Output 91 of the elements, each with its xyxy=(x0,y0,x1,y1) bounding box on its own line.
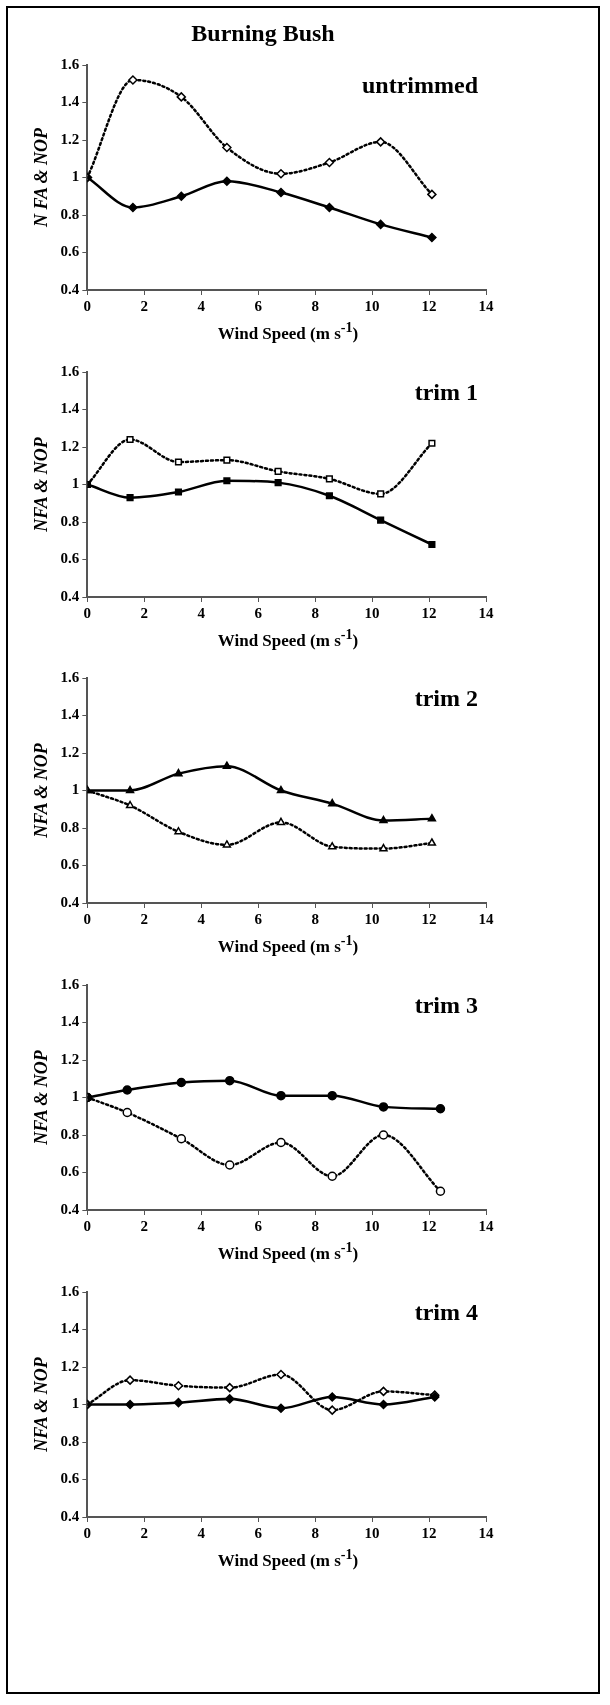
x-tick-label: 2 xyxy=(140,1524,149,1541)
y-tick-label: 0.8 xyxy=(60,512,80,529)
y-tick-label: 1.4 xyxy=(60,1013,80,1030)
y-tick-label: 1.4 xyxy=(60,706,80,723)
x-tick-label: 0 xyxy=(83,297,92,314)
y-tick-label: 1.6 xyxy=(60,1282,80,1299)
annotation: untrimmed xyxy=(362,72,479,99)
y-tick-label: 1.4 xyxy=(60,93,80,110)
x-tick-label: 4 xyxy=(197,1217,206,1234)
y-axis-title: NFA & NOP xyxy=(31,1355,52,1453)
y-axis-title: NFA & NOP xyxy=(31,1049,52,1146)
y-tick-label: 0.8 xyxy=(60,1432,80,1449)
y-axis-title: NFA & NOP xyxy=(31,742,52,839)
x-tick-label: 8 xyxy=(311,604,319,621)
x-tick-label: 2 xyxy=(140,911,149,928)
y-tick-label: 1.6 xyxy=(60,975,80,992)
y-tick-label: 1 xyxy=(71,475,80,492)
x-tick-label: 0 xyxy=(83,1217,92,1234)
x-tick-label: 2 xyxy=(140,1217,149,1234)
y-tick-label: 1 xyxy=(71,1395,80,1411)
x-axis-title: Wind Speed (m s$^{-1}$) xyxy=(216,932,360,957)
y-tick-label: 1.6 xyxy=(60,55,80,72)
y-tick-label: 1 xyxy=(71,1088,80,1105)
x-tick-label: 6 xyxy=(254,911,263,928)
x-tick-label: 14 xyxy=(478,604,494,621)
y-tick-label: 1.6 xyxy=(60,362,80,379)
y-tick-label: 1.2 xyxy=(60,744,80,761)
y-tick-label: 1 xyxy=(71,781,80,798)
x-axis-title: Wind Speed (m s$^{-1}$) xyxy=(216,1238,360,1264)
x-tick-label: 14 xyxy=(478,297,494,314)
x-tick-label: 6 xyxy=(254,1217,263,1234)
x-tick-label: 10 xyxy=(364,1524,380,1541)
y-axis-title: NFA & NOP xyxy=(31,435,52,533)
y-tick-label: 0.6 xyxy=(60,243,80,260)
x-tick-label: 2 xyxy=(140,297,149,314)
y-tick-label: 0.6 xyxy=(60,1163,80,1180)
y-tick-label: 0.4 xyxy=(60,894,80,911)
x-tick-label: 8 xyxy=(311,297,319,314)
x-tick-label: 2 xyxy=(140,604,149,621)
y-tick-label: 0.6 xyxy=(60,550,80,567)
x-tick-label: 12 xyxy=(421,1217,437,1234)
y-tick-label: 1.2 xyxy=(60,1357,80,1374)
x-tick-label: 0 xyxy=(83,911,92,928)
x-tick-label: 14 xyxy=(478,1524,494,1541)
x-tick-label: 8 xyxy=(311,1524,319,1541)
y-tick-label: 0.6 xyxy=(60,856,80,873)
x-tick-label: 8 xyxy=(311,1217,319,1234)
y-tick-label: 0.8 xyxy=(60,1125,80,1142)
x-tick-label: 4 xyxy=(197,297,206,314)
y-tick-label: 1.2 xyxy=(60,1050,80,1067)
y-tick-label: 1.2 xyxy=(60,437,80,454)
y-tick-label: 1.2 xyxy=(60,130,80,147)
y-tick-label: 0.4 xyxy=(60,587,80,604)
x-tick-label: 4 xyxy=(197,1524,206,1541)
annotation: trim 2 xyxy=(414,685,478,712)
chart-title: Burning Bush xyxy=(190,20,336,47)
x-tick-label: 10 xyxy=(364,604,380,621)
x-tick-label: 0 xyxy=(83,1524,92,1541)
y-tick-label: 0.4 xyxy=(60,280,80,297)
y-axis-title: N FA & NOP xyxy=(31,127,52,228)
x-axis-title: Wind Speed (m s$^{-1}$) xyxy=(216,1545,360,1571)
annotation: trim 3 xyxy=(414,992,478,1019)
x-tick-label: 14 xyxy=(478,1217,494,1234)
y-tick-label: 0.4 xyxy=(60,1507,80,1524)
y-tick-label: 0.8 xyxy=(60,205,80,222)
y-tick-label: 1.4 xyxy=(60,1320,80,1336)
x-tick-label: 0 xyxy=(83,604,92,621)
y-tick-label: 1.4 xyxy=(60,400,80,417)
y-tick-label: 0.8 xyxy=(60,819,80,836)
x-tick-label: 12 xyxy=(421,604,437,621)
x-tick-label: 10 xyxy=(364,911,380,928)
y-tick-label: 0.4 xyxy=(60,1200,80,1217)
x-axis-title: Wind Speed (m s$^{-1}$) xyxy=(216,625,360,651)
x-tick-label: 6 xyxy=(254,297,263,314)
x-tick-label: 4 xyxy=(197,911,206,928)
x-tick-label: 6 xyxy=(254,1524,263,1541)
x-tick-label: 12 xyxy=(421,297,437,314)
x-tick-label: 6 xyxy=(254,604,263,621)
y-tick-label: 1 xyxy=(71,168,80,185)
x-tick-label: 4 xyxy=(197,604,206,621)
y-tick-label: 0.6 xyxy=(60,1470,80,1486)
x-axis-title: Wind Speed (m s$^{-1}$) xyxy=(216,319,360,344)
annotation: trim 1 xyxy=(414,378,478,405)
x-tick-label: 12 xyxy=(421,1524,437,1541)
x-tick-label: 12 xyxy=(421,911,437,928)
x-tick-label: 10 xyxy=(364,297,380,314)
x-tick-label: 10 xyxy=(364,1217,380,1234)
y-tick-label: 1.6 xyxy=(60,669,80,686)
annotation: trim 4 xyxy=(414,1298,478,1325)
x-tick-label: 14 xyxy=(478,911,494,928)
x-tick-label: 8 xyxy=(311,911,319,928)
